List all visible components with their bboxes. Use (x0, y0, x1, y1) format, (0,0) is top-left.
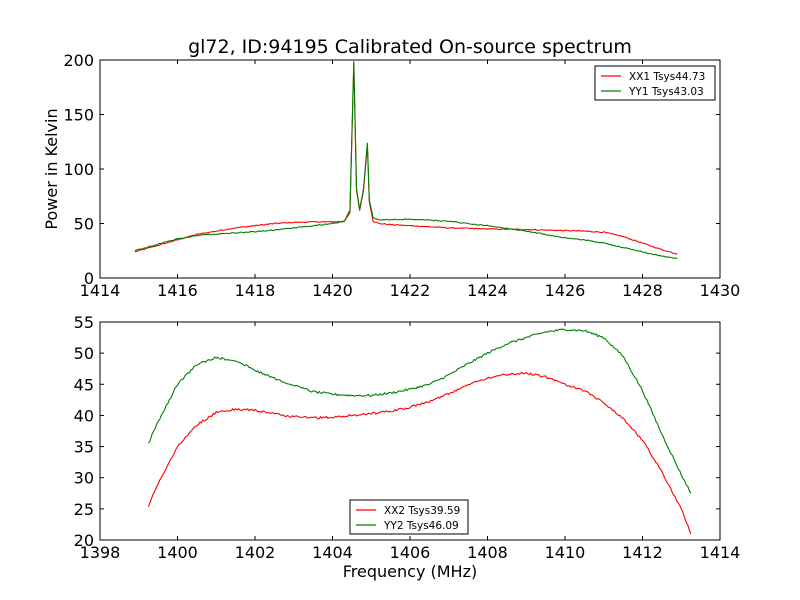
legend-entry: YY1 Tsys43.03 (628, 86, 704, 98)
x-tick-label: 1426 (545, 281, 586, 300)
legend: XX1 Tsys44.73 YY1 Tsys43.03 (594, 65, 716, 101)
top-chart-ylabel: Power in Kelvin (42, 108, 61, 229)
x-tick-label: 1418 (235, 281, 276, 300)
x-tick-label: 1420 (312, 281, 353, 300)
x-tick-label: 1428 (622, 281, 663, 300)
series-line-bottom-2 (147, 328, 692, 494)
x-tick-label: 1408 (467, 543, 508, 562)
legend: XX2 Tsys39.59 YY2 Tsys46.09 (349, 499, 469, 535)
series-line-bottom-1 (147, 371, 692, 534)
x-tick-label: 1414 (700, 543, 741, 562)
bottom-chart: 1398 1400 1402 1404 1406 1408 1410 1412 1414 20 25… (74, 313, 741, 562)
top-chart-title: gl72, ID:94195 Calibrated On-source spec… (188, 36, 632, 58)
top-chart: 1414 1416 1418 1420 1422 1424 1426 1428 1430 0 50 1… (63, 51, 740, 300)
x-tick-label: 1400 (157, 543, 198, 562)
x-tick-label: 1422 (390, 281, 431, 300)
x-tick-label: 1402 (235, 543, 276, 562)
y-tick-label: 30 (74, 469, 94, 488)
y-tick-label: 50 (74, 344, 94, 363)
x-tick-label: 1424 (467, 281, 508, 300)
series-line-top-2 (134, 61, 678, 259)
x-tick-label: 1430 (700, 281, 741, 300)
y-tick-label: 200 (63, 51, 94, 70)
legend-box (349, 499, 469, 535)
x-tick-label: 1410 (545, 543, 586, 562)
x-tick-label: 1416 (157, 281, 198, 300)
legend-entry: YY2 Tsys46.09 (383, 520, 459, 532)
y-tick-label: 0 (84, 269, 94, 288)
x-tick-label: 1414 (80, 281, 121, 300)
y-tick-label: 45 (74, 375, 94, 394)
x-tick-label: 1406 (390, 543, 431, 562)
x-tick-label: 1412 (622, 543, 663, 562)
series-line-top-1 (134, 63, 678, 255)
legend-box (594, 65, 716, 101)
y-tick-label: 25 (74, 500, 94, 519)
y-tick-label: 55 (74, 313, 94, 332)
y-tick-label: 150 (63, 106, 94, 125)
legend-entry: XX1 Tsys44.73 (629, 71, 705, 83)
y-tick-label: 40 (74, 406, 94, 425)
x-tick-label: 1398 (80, 543, 121, 562)
y-tick-label: 50 (74, 215, 94, 234)
y-tick-label: 35 (74, 438, 94, 457)
y-tick-label: 20 (74, 531, 94, 550)
y-tick-label: 100 (63, 160, 94, 179)
legend-entry: XX2 Tsys39.59 (384, 505, 460, 517)
bottom-chart-xlabel: Frequency (MHz) (343, 562, 477, 581)
x-tick-label: 1404 (312, 543, 353, 562)
